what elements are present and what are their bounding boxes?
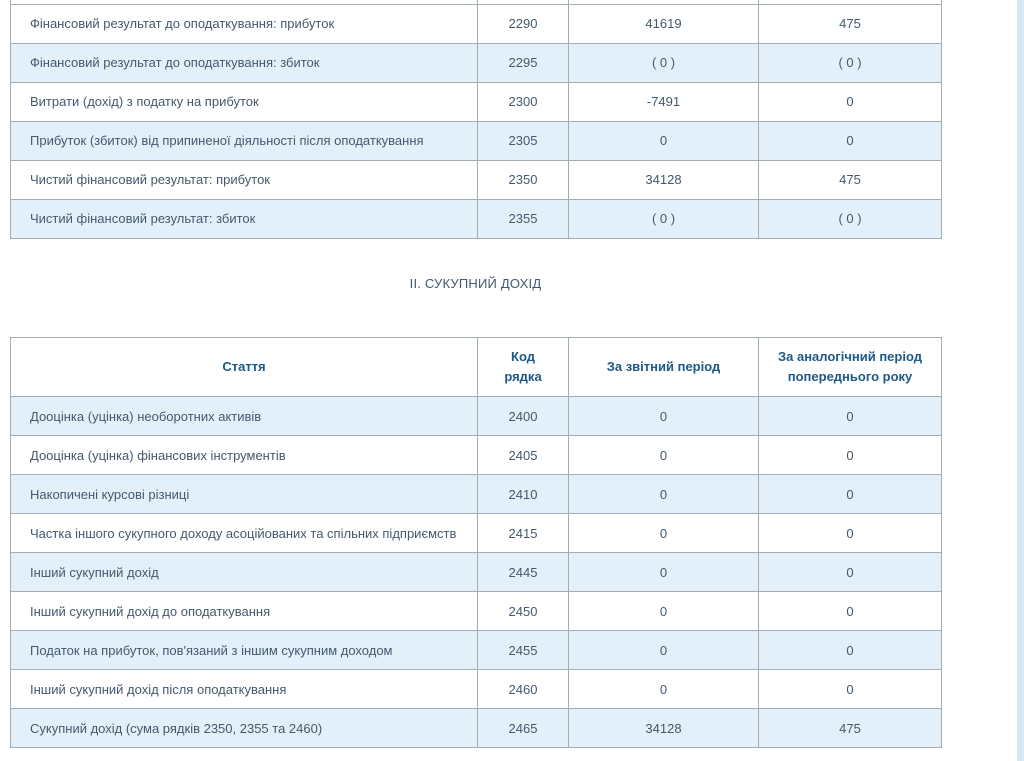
table-comprehensive-income: Стаття Код рядка За звітний період За ан… [10,337,942,748]
current-period-cell: 0 [568,630,759,670]
current-period-cell: -7491 [568,81,759,122]
previous-period-cell: ( 0 ) [758,42,942,83]
current-period-cell: 34128 [568,159,759,200]
code-cell: 2455 [477,630,569,670]
current-period-cell: 0 [568,669,759,709]
right-edge-strip [1017,0,1024,761]
column-header-current-period: За звітний період [568,337,759,397]
code-cell: 2400 [477,396,569,436]
article-cell: Прибуток (збиток) від припиненої діяльно… [10,120,478,161]
column-header-article: Стаття [10,337,478,397]
article-cell: Податок на прибуток, пов'язаний з іншим … [10,630,478,670]
article-cell: Інший сукупний дохід до оподаткування [10,591,478,631]
current-period-cell: ( 0 ) [568,42,759,83]
previous-period-cell: 475 [758,3,942,44]
table-row: Податок на прибуток, пов'язаний з іншим … [10,630,942,670]
previous-period-cell: 0 [758,513,942,553]
table-row: Чистий фінансовий результат: прибуток 23… [10,159,942,200]
code-cell: 2350 [477,159,569,200]
article-cell: Фінансовий результат до оподаткування: з… [10,42,478,83]
previous-period-cell: 0 [758,474,942,514]
article-cell: Чистий фінансовий результат: прибуток [10,159,478,200]
code-cell: 2450 [477,591,569,631]
current-period-cell: 0 [568,552,759,592]
table-header-row: Стаття Код рядка За звітний період За ан… [10,337,942,397]
table-row: Фінансовий результат до оподаткування: з… [10,42,942,83]
table-row: Частка іншого сукупного доходу асоційова… [10,513,942,553]
code-cell: 2445 [477,552,569,592]
previous-period-cell: 0 [758,552,942,592]
previous-period-cell: 475 [758,708,942,748]
table-row: Прибуток (збиток) від припиненої діяльно… [10,120,942,161]
article-cell: Витрати (дохід) з податку на прибуток [10,81,478,122]
previous-period-cell: 0 [758,396,942,436]
section-title: ІІ. СУКУПНИЙ ДОХІД [409,276,542,291]
column-header-previous-period: За аналогічний період попереднього року [758,337,942,397]
previous-period-cell: 0 [758,120,942,161]
article-cell: Інший сукупний дохід [10,552,478,592]
code-cell: 2355 [477,198,569,239]
table-row: Фінансовий результат до оподаткування: п… [10,3,942,44]
current-period-cell: 0 [568,435,759,475]
column-header-code: Код рядка [477,337,569,397]
code-cell: 2305 [477,120,569,161]
previous-period-cell: 0 [758,81,942,122]
code-cell: 2465 [477,708,569,748]
code-cell: 2410 [477,474,569,514]
current-period-cell: 34128 [568,708,759,748]
article-cell: Частка іншого сукупного доходу асоційова… [10,513,478,553]
previous-period-cell: 0 [758,669,942,709]
current-period-cell: 0 [568,591,759,631]
article-cell: Фінансовий результат до оподаткування: п… [10,3,478,44]
previous-period-cell: 0 [758,630,942,670]
current-period-cell: ( 0 ) [568,198,759,239]
article-cell: Сукупний дохід (сума рядків 2350, 2355 т… [10,708,478,748]
code-cell: 2460 [477,669,569,709]
article-cell: Дооцінка (уцінка) необоротних активів [10,396,478,436]
current-period-cell: 0 [568,513,759,553]
article-cell: Чистий фінансовий результат: збиток [10,198,478,239]
table-row: Накопичені курсові різниці 2410 0 0 [10,474,942,514]
current-period-cell: 0 [568,120,759,161]
article-cell: Дооцінка (уцінка) фінансових інструменті… [10,435,478,475]
table-row: Інший сукупний дохід після оподаткування… [10,669,942,709]
table-financial-results: Фінансовий результат до оподаткування: п… [10,0,942,239]
code-cell: 2290 [477,3,569,44]
table-row: Дооцінка (уцінка) фінансових інструменті… [10,435,942,475]
table-row: Інший сукупний дохід до оподаткування 24… [10,591,942,631]
table-row: Інший сукупний дохід 2445 0 0 [10,552,942,592]
previous-period-cell: ( 0 ) [758,198,942,239]
previous-period-cell: 0 [758,435,942,475]
table-row: Чистий фінансовий результат: збиток 2355… [10,198,942,239]
code-cell: 2295 [477,42,569,83]
current-period-cell: 0 [568,396,759,436]
current-period-cell: 41619 [568,3,759,44]
code-cell: 2300 [477,81,569,122]
table-row: Дооцінка (уцінка) необоротних активів 24… [10,396,942,436]
code-cell: 2405 [477,435,569,475]
table-row: Витрати (дохід) з податку на прибуток 23… [10,81,942,122]
code-cell: 2415 [477,513,569,553]
article-cell: Інший сукупний дохід після оподаткування [10,669,478,709]
previous-period-cell: 0 [758,591,942,631]
current-period-cell: 0 [568,474,759,514]
article-cell: Накопичені курсові різниці [10,474,478,514]
table-row: Сукупний дохід (сума рядків 2350, 2355 т… [10,708,942,748]
previous-period-cell: 475 [758,159,942,200]
